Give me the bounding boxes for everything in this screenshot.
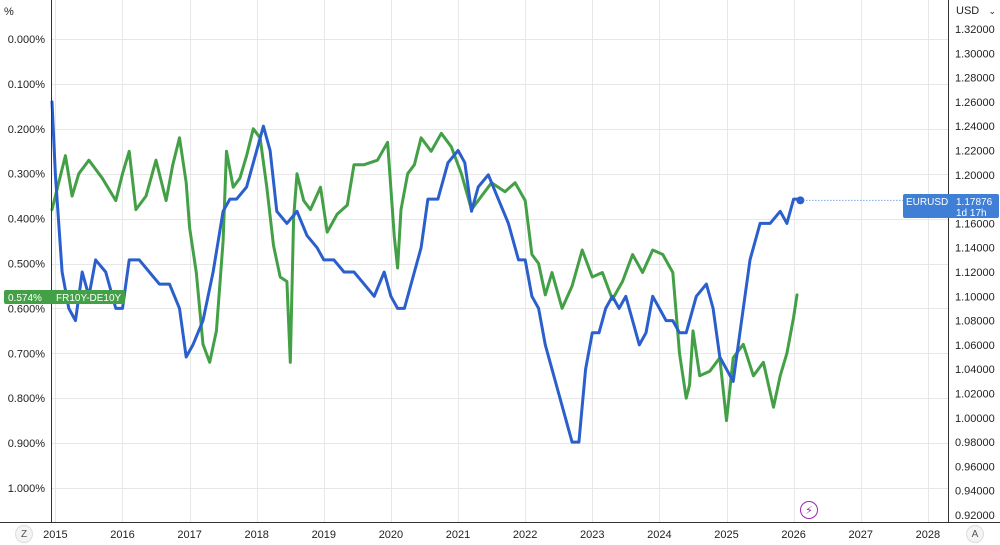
left-tick-label: 0.900% bbox=[8, 438, 46, 450]
left-tick-label: 1.000% bbox=[8, 483, 46, 495]
right-tick-label: 1.24000 bbox=[955, 121, 995, 133]
left-axis-ticks: 0.000% 0.100% 0.200% 0.300% 0.400% 0.500% 0.60… bbox=[8, 34, 46, 495]
x-tick-label: 2016 bbox=[110, 529, 134, 541]
right-tick-label: 1.16000 bbox=[955, 218, 995, 230]
x-tick-label: 2019 bbox=[312, 529, 336, 541]
left-tick-label: 0.500% bbox=[8, 259, 46, 271]
x-tick-label: 2017 bbox=[177, 529, 201, 541]
eurusd-badge-bg bbox=[903, 194, 999, 218]
x-tick-label: 2028 bbox=[916, 529, 940, 541]
left-tick-label: 0.100% bbox=[8, 79, 46, 91]
x-tick-label: 2018 bbox=[244, 529, 268, 541]
right-tick-label: 1.12000 bbox=[955, 267, 995, 279]
series-fr10y-de10y-line bbox=[50, 127, 799, 423]
right-tick-label: 1.06000 bbox=[955, 340, 995, 352]
x-tick-label: 2020 bbox=[379, 529, 403, 541]
spread-badge: 0.574% FR10Y-DE10Y bbox=[4, 290, 125, 304]
x-axis-ticks: 2015 2016 2017 2018 2019 2020 2021 2022 2023 2024… bbox=[43, 529, 940, 541]
right-tick-label: 1.04000 bbox=[955, 364, 995, 376]
auto-scale-left-button[interactable]: Z bbox=[15, 525, 33, 543]
left-tick-label: 0.200% bbox=[8, 124, 46, 136]
axes bbox=[0, 0, 1000, 523]
spread-badge-value: 0.574% bbox=[8, 293, 42, 304]
left-tick-label: 0.700% bbox=[8, 348, 46, 360]
right-tick-label: 1.28000 bbox=[955, 73, 995, 85]
left-axis-unit: % bbox=[4, 6, 14, 18]
auto-scale-right-button[interactable]: A bbox=[966, 525, 984, 543]
left-tick-label: 0.400% bbox=[8, 214, 46, 226]
right-tick-label: 1.22000 bbox=[955, 146, 995, 158]
right-tick-label: 1.00000 bbox=[955, 413, 995, 425]
right-tick-label: 0.96000 bbox=[955, 461, 995, 473]
eurusd-badge-label: EURUSD bbox=[906, 197, 948, 208]
right-tick-label: 1.14000 bbox=[955, 243, 995, 255]
right-tick-label: 1.20000 bbox=[955, 170, 995, 182]
spread-badge-label: FR10Y-DE10Y bbox=[56, 293, 122, 304]
eurusd-badge-countdown: 1d 17h bbox=[956, 208, 987, 219]
spread-badge-bg bbox=[4, 290, 125, 304]
right-tick-label: 1.26000 bbox=[955, 97, 995, 109]
right-tick-label: 0.94000 bbox=[955, 486, 995, 498]
x-tick-label: 2021 bbox=[446, 529, 470, 541]
left-tick-label: 0.600% bbox=[8, 303, 46, 315]
right-tick-label: 1.32000 bbox=[955, 24, 995, 36]
right-tick-label: 1.30000 bbox=[955, 48, 995, 60]
x-tick-label: 2022 bbox=[513, 529, 537, 541]
eurusd-badge-value: 1.17876 bbox=[956, 197, 993, 208]
series-eurusd-line bbox=[50, 100, 802, 444]
x-tick-label: 2025 bbox=[714, 529, 738, 541]
right-tick-label: 1.08000 bbox=[955, 316, 995, 328]
right-tick-label: 0.98000 bbox=[955, 437, 995, 449]
right-tick-label: 1.02000 bbox=[955, 389, 995, 401]
left-tick-label: 0.000% bbox=[8, 34, 46, 46]
left-tick-label: 0.300% bbox=[8, 169, 46, 181]
auto-scale-left-label: Z bbox=[20, 528, 28, 540]
currency-label: USD bbox=[956, 5, 980, 17]
lightning-icon[interactable]: ⚡ bbox=[800, 501, 818, 519]
x-tick-label: 2023 bbox=[580, 529, 604, 541]
x-tick-label: 2027 bbox=[849, 529, 873, 541]
eurusd-badge: EURUSD 1.17876 1d 17h bbox=[903, 194, 999, 219]
right-tick-label: 0.92000 bbox=[955, 510, 995, 522]
right-axis-ticks: 1.32000 1.30000 1.28000 1.26000 1.24000 1.220… bbox=[955, 24, 995, 522]
currency-dropdown[interactable]: USD ⌄ bbox=[950, 0, 1000, 22]
x-tick-label: 2015 bbox=[43, 529, 67, 541]
x-tick-label: 2026 bbox=[781, 529, 805, 541]
auto-scale-right-label: A bbox=[971, 528, 979, 540]
chevron-down-icon: ⌄ bbox=[988, 5, 996, 16]
series-layer bbox=[50, 100, 805, 444]
grid-lines bbox=[52, 0, 948, 522]
x-tick-label: 2024 bbox=[647, 529, 671, 541]
right-tick-label: 1.10000 bbox=[955, 291, 995, 303]
left-tick-label: 0.800% bbox=[8, 393, 46, 405]
